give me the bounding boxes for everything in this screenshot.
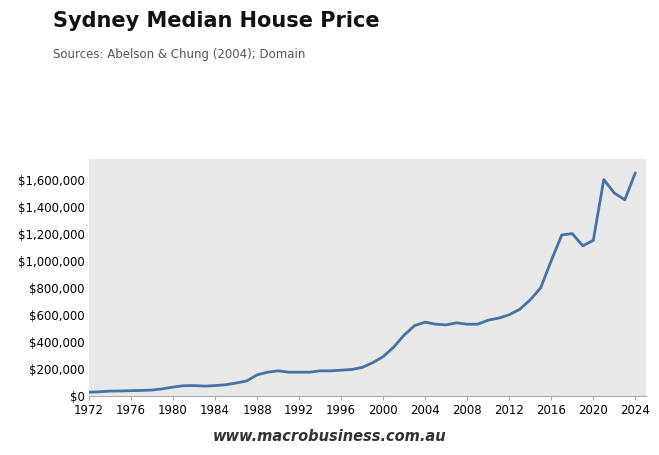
- Text: MACRO: MACRO: [539, 19, 604, 34]
- Text: BUSINESS: BUSINESS: [534, 46, 609, 59]
- Text: www.macrobusiness.com.au: www.macrobusiness.com.au: [213, 429, 446, 444]
- Text: Sources: Abelson & Chung (2004); Domain: Sources: Abelson & Chung (2004); Domain: [53, 48, 305, 61]
- Text: Sydney Median House Price: Sydney Median House Price: [53, 11, 380, 31]
